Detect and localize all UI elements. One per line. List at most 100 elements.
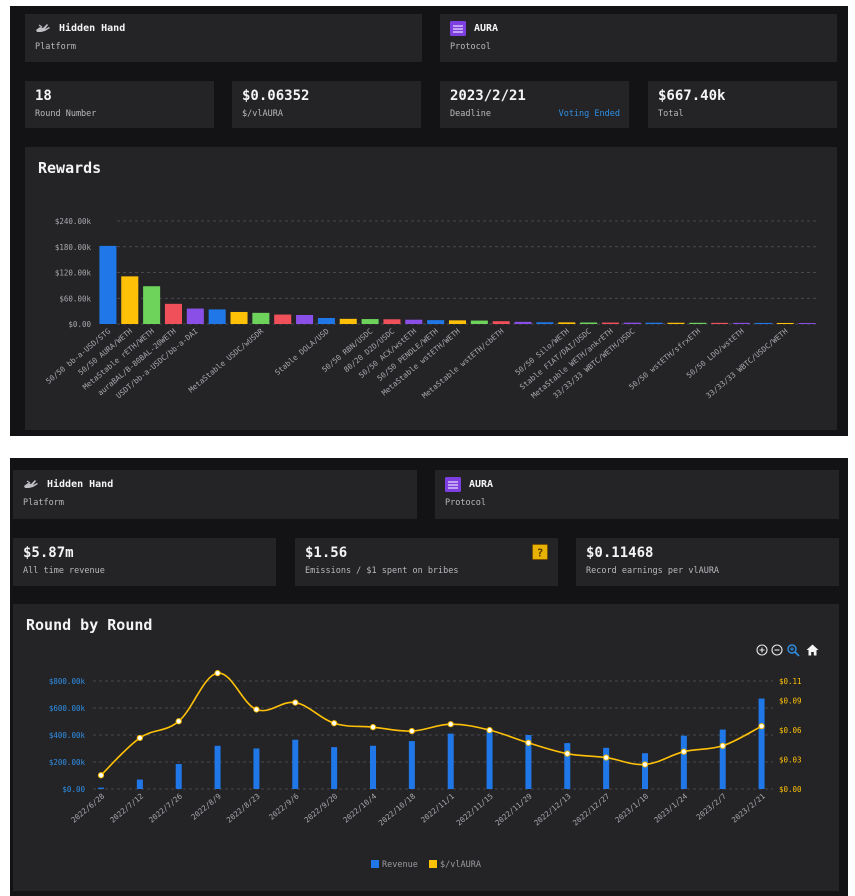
revenue-bar	[292, 739, 299, 789]
x-tick-label: 33/33/33 WBTC/USDC/WETH	[704, 326, 790, 400]
x-tick-label: 2022/8/9	[189, 792, 222, 822]
price-point	[214, 670, 221, 677]
bar	[776, 322, 794, 324]
home-icon[interactable]	[806, 644, 819, 659]
y-tick-label: $240.00k	[55, 217, 92, 226]
y-right-tick-label: $0.00	[779, 785, 802, 794]
price-label: $/vlAURA	[242, 109, 283, 119]
price-point	[486, 726, 493, 734]
bar	[711, 322, 729, 324]
platform-card-bottom: Hidden Hand Platform	[13, 470, 417, 519]
platform-card: Hidden Hand Platform	[25, 14, 422, 62]
round-number-label: Round Number	[35, 109, 97, 119]
x-tick-label: 2022/8/23	[225, 792, 262, 825]
revenue-bar	[98, 787, 104, 789]
protocol-name: AURA	[474, 23, 499, 34]
bar	[514, 321, 532, 324]
legend-label-revenue: Revenue	[382, 860, 418, 870]
bar	[623, 322, 641, 324]
price-point	[758, 723, 765, 730]
all-time-revenue-card: $5.87m All time revenue	[13, 538, 276, 586]
revenue-bar	[719, 729, 726, 789]
rewards-chart-card: Rewards $0.00 $60.00k $120.00k $180.00k $240…	[25, 147, 837, 430]
bar	[339, 318, 357, 324]
price-point	[331, 720, 338, 727]
y-right-tick-label: $0.09	[779, 697, 802, 706]
revenue-bar	[603, 747, 610, 789]
y-right-tick-label: $0.06	[779, 726, 802, 735]
bar	[383, 319, 401, 324]
rewards-chart-title: Rewards	[38, 159, 102, 177]
bar	[645, 322, 663, 324]
bar	[427, 320, 445, 324]
total-value: $667.40k	[658, 88, 726, 104]
revenue-bar	[253, 748, 260, 789]
y-right-tick-label: $0.11	[779, 677, 802, 686]
zoom-in-icon[interactable]	[756, 644, 768, 659]
legend-swatch-price	[429, 860, 437, 868]
record-earnings-value: $0.11468	[586, 545, 654, 561]
revenue-bar	[136, 779, 143, 789]
x-tick-label: 2022/10/4	[341, 791, 378, 824]
revenue-bar	[758, 698, 765, 789]
bar	[448, 320, 467, 324]
round-number-card: 18 Round Number	[25, 81, 214, 128]
x-tick-label: 2022/11/15	[454, 792, 494, 828]
rewards-chart: $0.00 $60.00k $120.00k $180.00k $240.00k 50/5…	[44, 217, 818, 400]
bar	[689, 322, 707, 324]
all-time-revenue-value: $5.87m	[23, 545, 74, 561]
question-block-icon[interactable]: ?	[532, 544, 548, 560]
price-card: $0.06352 $/vlAURA	[232, 81, 421, 128]
revenue-bar	[331, 747, 338, 789]
revenue-bar	[214, 745, 221, 789]
all-time-revenue-label: All time revenue	[23, 566, 105, 576]
emissions-label: Emissions / $1 spent on bribes	[305, 566, 459, 576]
price-point	[253, 706, 260, 713]
y-left-tick-label: $200.00k	[49, 758, 86, 767]
hand-icon	[35, 21, 51, 36]
zoom-select-icon[interactable]	[787, 644, 800, 660]
price-point	[603, 754, 610, 761]
x-tick-label: 2023/2/7	[695, 792, 728, 822]
record-earnings-card: $0.11468 Record earnings per vlAURA	[576, 538, 839, 586]
price-point	[564, 750, 571, 757]
bar	[536, 322, 554, 324]
price-point	[97, 772, 105, 779]
bar	[230, 311, 248, 324]
x-tick-label: 2022/9/20	[303, 791, 340, 824]
bar	[99, 245, 117, 324]
bar	[601, 322, 619, 324]
bar	[274, 314, 292, 324]
y-tick-label: $180.00k	[55, 243, 92, 252]
y-tick-label: $0.00	[68, 320, 91, 329]
bar	[733, 322, 751, 324]
y-left-tick-label: $600.00k	[49, 704, 86, 713]
x-tick-label: 2022/11/1	[419, 792, 456, 825]
bar	[143, 286, 161, 324]
x-tick-label: 2023/2/21	[730, 792, 767, 825]
legend-item-price[interactable]: $/vlAURA	[429, 860, 481, 870]
x-tick-label: 2022/9/6	[267, 791, 301, 821]
bottom-dashboard-panel: Hidden Hand Platform AURA Protocol $5.87…	[10, 458, 848, 896]
zoom-out-icon[interactable]	[771, 644, 783, 659]
x-tick-label: 2023/1/24	[652, 791, 689, 824]
price-point	[292, 699, 299, 706]
deadline-value: 2023/2/21	[450, 88, 526, 104]
price-point	[719, 742, 726, 749]
legend-label-price: $/vlAURA	[440, 860, 481, 870]
revenue-bar	[680, 735, 687, 789]
platform-name: Hidden Hand	[47, 479, 114, 490]
revenue-bar	[447, 733, 454, 789]
bar	[754, 322, 772, 324]
protocol-name: AURA	[469, 479, 494, 490]
y-right-tick-label: $0.03	[779, 756, 802, 765]
price-point	[680, 748, 687, 755]
legend-item-revenue[interactable]: Revenue	[371, 860, 418, 870]
revenue-bar	[370, 745, 376, 789]
round-by-round-chart-card: Round by Round $0.00 $200.00k $400.00k $600…	[13, 604, 839, 891]
protocol-label: Protocol	[450, 42, 491, 52]
svg-text:?: ?	[537, 547, 544, 560]
platform-label: Platform	[23, 498, 64, 508]
revenue-bar	[408, 741, 415, 789]
bar	[186, 308, 204, 324]
